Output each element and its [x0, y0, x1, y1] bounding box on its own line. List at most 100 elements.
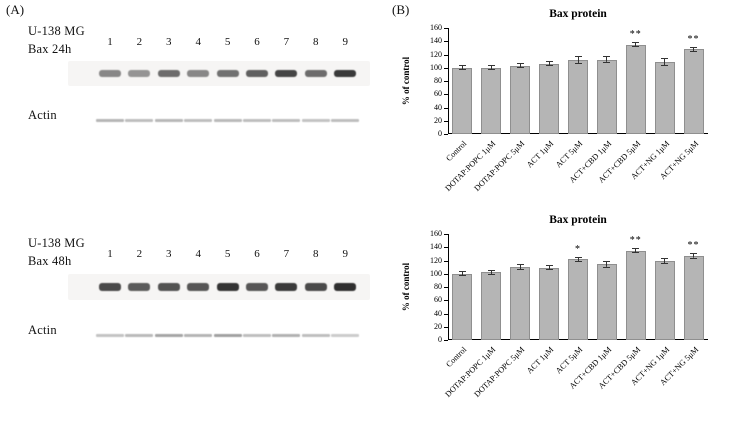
- y-tick-mark: [444, 326, 448, 328]
- lane-number: 2: [136, 248, 143, 260]
- bar: [625, 44, 646, 134]
- actin-band: [331, 119, 360, 122]
- actin-band: [301, 334, 330, 337]
- bar-chart-bax-48h: Bax protein % of control 0 20 40 60 80 100 120 14…: [398, 212, 733, 408]
- protein-band: [246, 70, 268, 77]
- y-tick-label: 140: [430, 36, 442, 46]
- protein-band: [334, 70, 357, 77]
- actin-band: [125, 119, 154, 122]
- protein-band: [275, 283, 298, 291]
- lane-number: 9: [342, 248, 348, 260]
- lane-number: 2: [136, 36, 143, 48]
- bar: [539, 267, 560, 340]
- panel-b-label: (B): [392, 2, 410, 17]
- protein-band: [304, 283, 327, 291]
- y-tick-mark: [444, 134, 448, 135]
- y-tick-mark: [444, 260, 448, 262]
- error-bar: [603, 261, 611, 268]
- actin-band: [243, 119, 271, 122]
- error-bar: [458, 271, 466, 277]
- actin-band: [184, 334, 213, 337]
- y-tick-label: 140: [430, 242, 442, 252]
- y-tick-mark: [444, 67, 448, 69]
- y-tick-label: 100: [430, 62, 442, 72]
- y-tick-mark: [444, 247, 448, 249]
- panel-a-label: (A): [6, 2, 25, 17]
- y-tick-label: 40: [434, 308, 442, 318]
- protein-band: [334, 283, 357, 291]
- protein-band: [216, 70, 239, 77]
- error-bar: [545, 61, 553, 67]
- protein-band: [216, 283, 239, 291]
- error-bar: [458, 65, 466, 71]
- y-tick-mark: [444, 28, 448, 29]
- y-tick-label: 120: [430, 255, 442, 265]
- error-bar: [632, 247, 640, 254]
- significance-marker: **: [629, 234, 642, 246]
- cell-line-label: U-138 MG: [28, 24, 85, 38]
- significance-marker: *: [575, 243, 581, 255]
- lane-number: 7: [283, 36, 290, 48]
- panel-a-western-blots: (A) U-138 MG Bax 24h 1 2 3 4 5 6 7 8 9 Actin U-138 …: [0, 2, 390, 337]
- actin-band: [272, 334, 301, 337]
- blot-target-label: Bax 48h: [28, 254, 72, 268]
- lane-number: 1: [107, 36, 113, 48]
- actin-band: [243, 334, 271, 337]
- error-bar: [516, 63, 524, 69]
- y-tick-mark: [444, 81, 448, 82]
- error-bar: [487, 269, 495, 276]
- actin-band: [154, 119, 183, 122]
- chart-title: Bax protein: [549, 8, 607, 20]
- lane-number: 5: [224, 36, 231, 48]
- lane-number: 6: [254, 36, 260, 48]
- bar: [539, 63, 560, 134]
- y-tick-label: 60: [434, 295, 442, 305]
- y-tick-mark: [444, 94, 448, 96]
- bar: [596, 59, 617, 134]
- protein-band: [304, 70, 327, 77]
- y-tick-mark: [444, 313, 448, 315]
- error-bar: [661, 57, 669, 66]
- y-tick-label: 0: [438, 335, 442, 344]
- bar: [568, 59, 588, 134]
- blot-target-label: Bax 24h: [28, 42, 72, 56]
- bar: [596, 264, 617, 340]
- actin-band: [184, 119, 213, 122]
- blot-bax-24h: U-138 MG Bax 24h 1 2 3 4 5 6 7 8 9 Actin: [0, 18, 390, 168]
- significance-marker: **: [687, 240, 700, 252]
- actin-band: [213, 119, 242, 122]
- bar: [683, 255, 704, 340]
- protein-band: [187, 283, 210, 291]
- y-tick-label: 160: [430, 23, 442, 32]
- lane-number: 3: [166, 36, 172, 48]
- lane-number: 9: [342, 36, 348, 48]
- bar: [625, 250, 646, 340]
- y-tick-mark: [444, 340, 448, 341]
- significance-marker: **: [687, 33, 700, 45]
- y-tick-mark: [444, 120, 448, 122]
- protein-band: [157, 283, 180, 291]
- protein-band: [128, 283, 151, 291]
- bar: [510, 65, 531, 134]
- protein-band: [275, 70, 298, 77]
- protein-band: [99, 70, 121, 77]
- bar: [481, 67, 502, 134]
- cell-line-label: U-138 MG: [28, 236, 85, 250]
- protein-band: [187, 70, 210, 77]
- error-bar: [574, 256, 582, 262]
- protein-band: [157, 70, 180, 77]
- bar: [683, 49, 704, 134]
- error-bar: [574, 55, 582, 64]
- protein-band: [246, 283, 268, 291]
- error-bar: [661, 257, 669, 265]
- y-tick-label: 20: [434, 115, 442, 125]
- y-tick-label: 80: [434, 76, 442, 85]
- y-axis-label: % of control: [401, 56, 411, 106]
- actin-band: [213, 334, 242, 337]
- bar: [654, 261, 675, 340]
- bar: [452, 273, 473, 340]
- bar: [510, 267, 531, 340]
- y-axis-label: % of control: [401, 262, 411, 312]
- error-bar: [632, 41, 640, 48]
- lane-number: 5: [224, 248, 231, 260]
